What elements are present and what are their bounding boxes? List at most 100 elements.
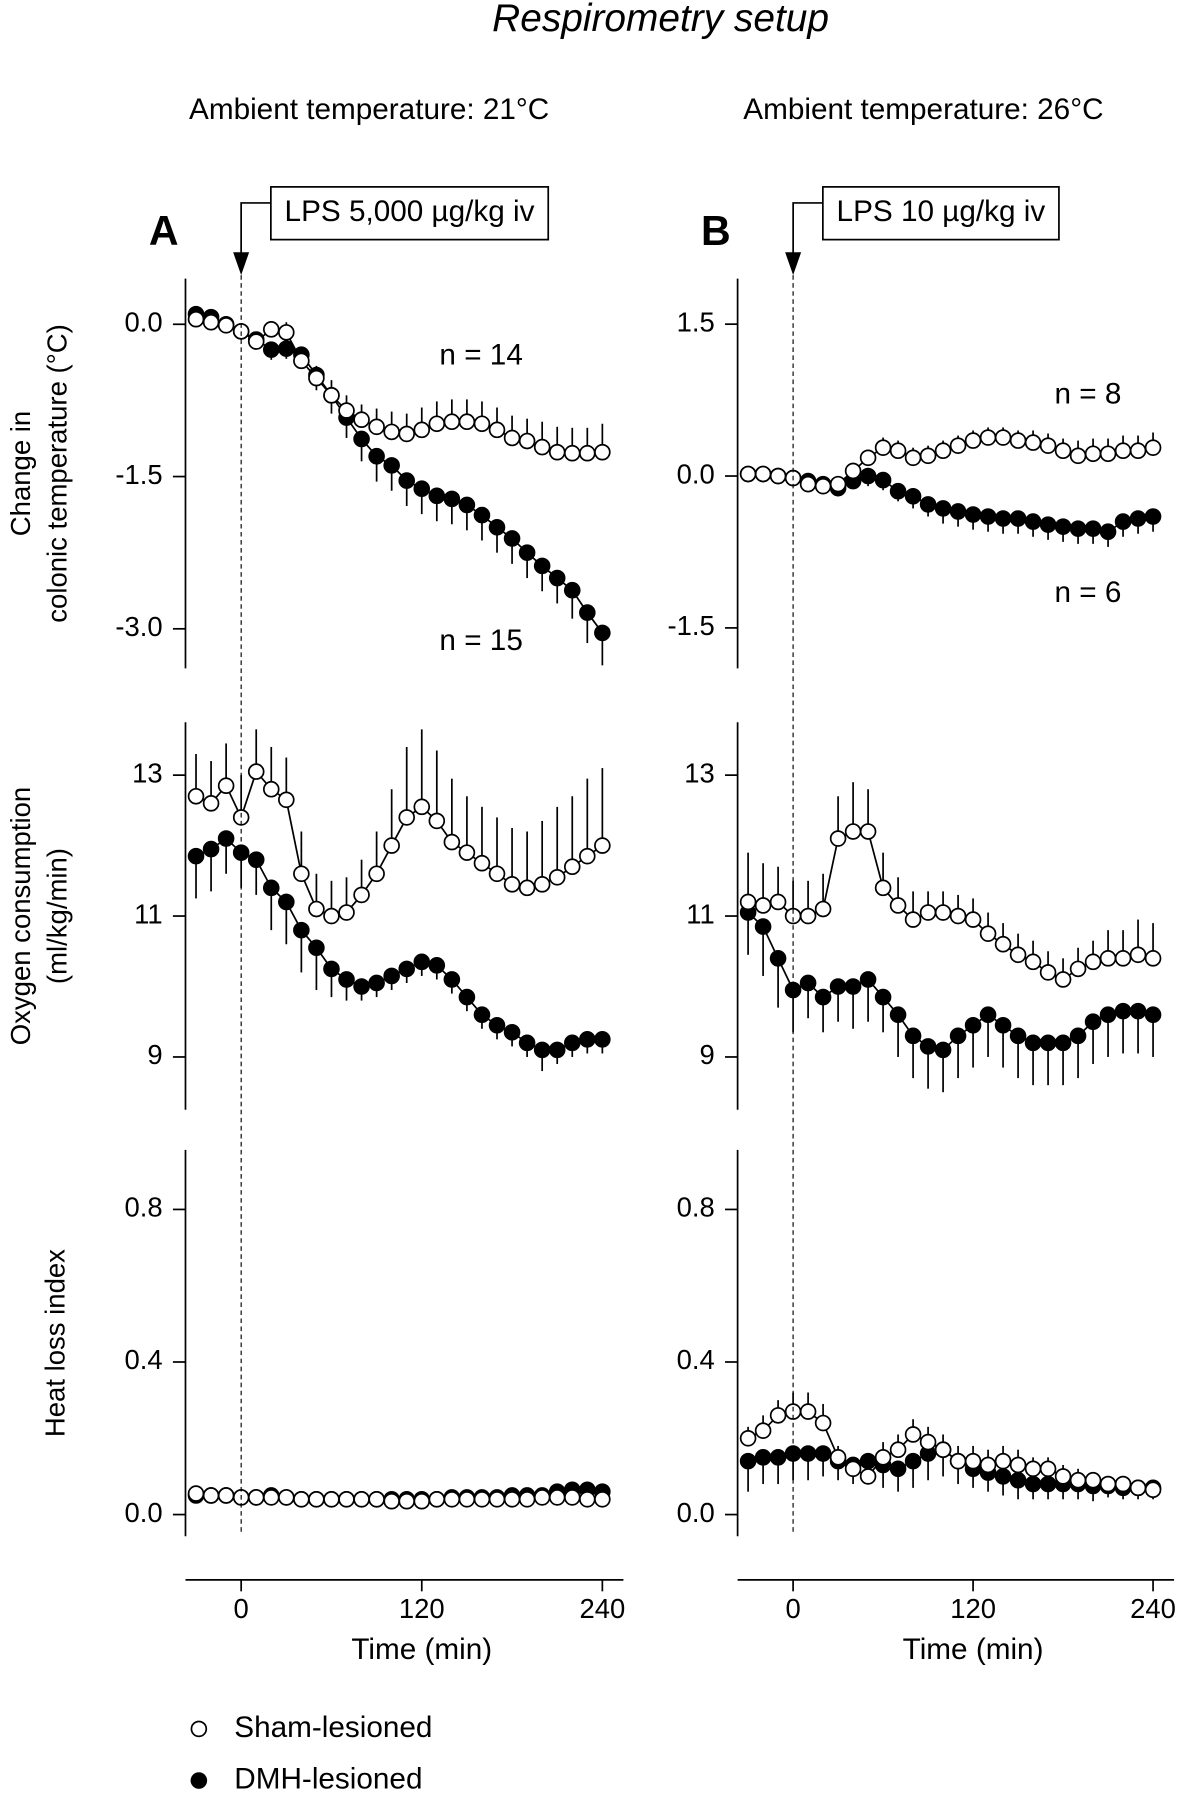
y-tick-label: 13 [684, 757, 715, 788]
data-point [844, 462, 862, 480]
data-point [979, 1006, 997, 1024]
data-point [1069, 1027, 1087, 1045]
y-tick-label: 0.8 [677, 1192, 715, 1223]
data-point [814, 1445, 832, 1462]
x-tick-label: 0 [785, 1593, 800, 1624]
data-point [1009, 1027, 1027, 1045]
data-point [247, 851, 265, 868]
data-point [594, 837, 611, 854]
data-point [202, 840, 220, 858]
data-point [1024, 1460, 1042, 1478]
data-point [964, 1016, 982, 1034]
data-point [308, 369, 325, 387]
data-point [187, 787, 205, 805]
column-header: Ambient temperature: 21°C [189, 93, 549, 126]
data-point [1099, 1475, 1117, 1493]
data-point [874, 879, 892, 897]
legend-marker [190, 1772, 208, 1789]
data-point [889, 1441, 907, 1459]
data-point [994, 1016, 1012, 1034]
data-point [383, 457, 400, 474]
injection-label: LPS 10 µg/kg iv [837, 195, 1046, 228]
data-point [488, 1016, 506, 1034]
data-point [398, 1492, 416, 1510]
y-tick-label: -3.0 [115, 611, 162, 642]
y-tick-label: 1.5 [677, 306, 715, 337]
series-line [747, 911, 1154, 1051]
injection-arrow [792, 202, 823, 266]
data-point [1039, 964, 1057, 981]
data-point [904, 911, 922, 928]
data-point [293, 865, 310, 883]
data-point [1114, 1002, 1132, 1020]
injection-arrow [240, 202, 271, 266]
data-point [533, 1489, 551, 1506]
data-point [262, 341, 280, 358]
data-point [934, 442, 952, 460]
data-point [533, 1041, 551, 1059]
data-point [1069, 960, 1087, 978]
data-point [919, 496, 937, 513]
data-point [799, 475, 817, 493]
data-point [904, 1027, 922, 1045]
legend-label: DMH-lesioned [234, 1762, 422, 1795]
data-point [769, 1407, 787, 1424]
panel: 13 11 9 Oxygen consumption (ml/kg/min) [5, 722, 611, 1110]
data-point [1084, 445, 1102, 463]
data-point [1054, 442, 1072, 460]
injection-label: LPS 5,000 µg/kg iv [285, 195, 535, 228]
data-point [473, 415, 491, 433]
data-point [594, 1490, 611, 1508]
data-point [1009, 946, 1027, 964]
data-point [533, 557, 551, 575]
data-point [368, 865, 385, 883]
data-point [859, 1468, 877, 1485]
data-point [799, 1445, 817, 1462]
data-point [754, 918, 772, 935]
data-point [1054, 971, 1072, 988]
data-point [919, 904, 937, 921]
data-point [754, 465, 772, 483]
arrowhead [785, 252, 802, 276]
data-point [383, 837, 400, 854]
series-line [195, 837, 603, 1051]
data-point [428, 1490, 446, 1508]
data-point [844, 1460, 862, 1478]
data-point [473, 1490, 491, 1508]
data-point [1069, 520, 1087, 537]
y-tick-label: -1.5 [667, 610, 714, 641]
data-point [844, 978, 862, 995]
x-axis-label: Time (min) [903, 1633, 1044, 1666]
data-point [217, 777, 235, 795]
data-point [488, 865, 506, 883]
data-point [814, 988, 832, 1006]
data-point [518, 1490, 536, 1508]
data-point [548, 443, 566, 461]
x-tick-label: 0 [234, 1593, 249, 1624]
data-point [353, 886, 370, 904]
data-point [262, 879, 280, 897]
data-point [859, 467, 877, 485]
data-point [518, 879, 536, 897]
panel: 1.5 0.0 -1.5 n = 8 n = 6 [667, 278, 1162, 669]
data-point [979, 429, 997, 446]
data-point [1099, 950, 1117, 967]
data-point [503, 429, 521, 447]
data-point [323, 907, 340, 925]
data-point [1129, 1002, 1147, 1020]
data-point [443, 1490, 461, 1508]
data-point [548, 569, 566, 587]
legend-marker [190, 1720, 208, 1738]
data-point [262, 780, 280, 798]
data-point [488, 518, 506, 536]
data-point [949, 1452, 967, 1470]
x-axis-label: Time (min) [351, 1633, 492, 1666]
data-point [859, 823, 877, 840]
data-point [904, 487, 922, 505]
data-point [889, 1460, 907, 1478]
data-point [1144, 439, 1162, 456]
data-point [518, 1034, 536, 1052]
y-axis-label: Heat loss index [39, 1249, 70, 1437]
data-point [994, 510, 1012, 527]
